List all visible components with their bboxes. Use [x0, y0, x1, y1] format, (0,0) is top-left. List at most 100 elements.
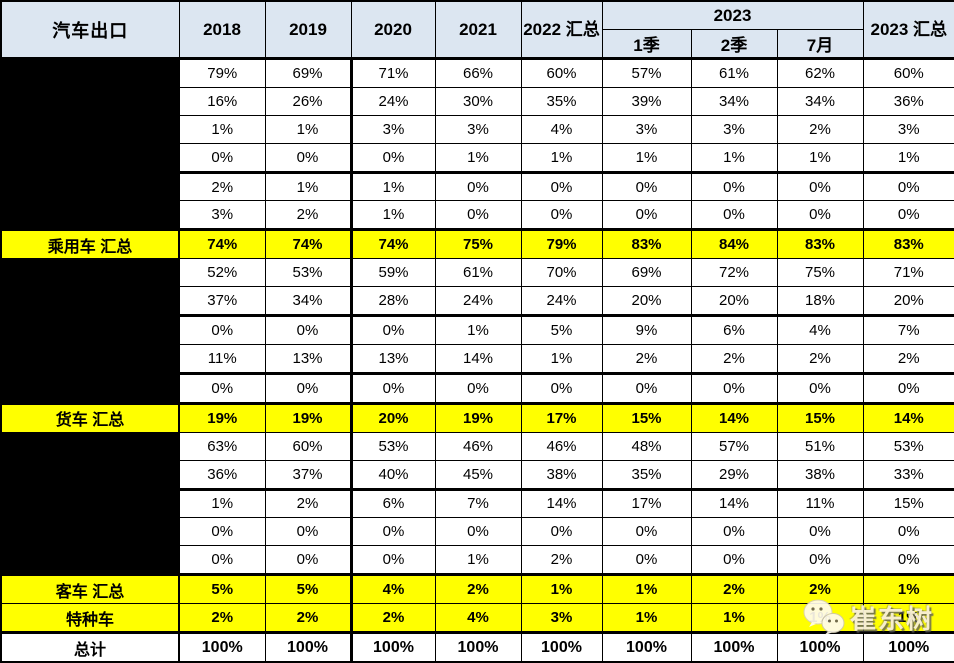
value-cell: 13% — [350, 343, 436, 375]
value-cell: 83% — [862, 229, 954, 260]
value-cell: 83% — [601, 229, 692, 260]
table-row: 2% 1% 1% 0% 0% 0% 0% 0% 0% — [0, 171, 954, 202]
value-cell: 46% — [434, 431, 522, 461]
value-cell: 83% — [776, 229, 864, 260]
value-cell: 70% — [520, 258, 603, 288]
table-title-cell: 汽车出口 — [0, 0, 180, 59]
row-label-redacted — [0, 545, 180, 577]
value-cell: 0% — [264, 142, 353, 174]
value-cell: 1% — [601, 142, 692, 174]
value-cell: 0% — [601, 171, 692, 202]
value-cell: 7% — [434, 488, 522, 519]
value-cell: 14% — [520, 488, 603, 519]
value-cell: 1% — [862, 603, 954, 634]
value-cell: 61% — [690, 57, 778, 88]
value-cell: 0% — [776, 200, 864, 232]
value-cell: 0% — [350, 142, 436, 174]
value-cell: 18% — [776, 286, 864, 318]
value-cell: 100% — [690, 632, 778, 663]
value-cell: 7% — [862, 315, 954, 345]
value-cell: 28% — [350, 286, 436, 318]
value-cell: 2% — [434, 574, 522, 605]
value-cell: 1% — [601, 574, 692, 605]
value-cell: 3% — [601, 114, 692, 144]
value-cell: 1% — [434, 315, 522, 345]
value-cell: 24% — [520, 286, 603, 318]
row-label: 货车 汇总 — [0, 402, 180, 433]
value-cell: 100% — [776, 632, 864, 663]
table-row: 11% 13% 13% 14% 1% 2% 2% 2% 2% — [0, 343, 954, 375]
value-cell: 2% — [264, 200, 353, 232]
value-cell: 0% — [690, 372, 778, 405]
value-cell: 2% — [690, 343, 778, 375]
value-cell: 0% — [264, 315, 353, 345]
value-cell: 34% — [776, 86, 864, 116]
value-cell: 3% — [862, 114, 954, 144]
value-cell: 20% — [601, 286, 692, 318]
value-cell: 75% — [776, 258, 864, 288]
value-cell: 14% — [862, 402, 954, 433]
value-cell: 100% — [520, 632, 603, 663]
value-cell: 74% — [350, 229, 436, 260]
col-header-2022-total: 2022 汇总 — [520, 0, 603, 59]
table-row: 客车 汇总 5% 5% 4% 2% 1% 1% 2% 2% 1% — [0, 574, 954, 605]
value-cell: 46% — [520, 431, 603, 461]
value-cell: 2% — [178, 171, 266, 202]
value-cell: 38% — [776, 459, 864, 491]
value-cell: 19% — [434, 402, 522, 433]
value-cell: 1% — [601, 603, 692, 634]
value-cell: 14% — [690, 402, 778, 433]
value-cell: 0% — [350, 545, 436, 577]
row-label-redacted — [0, 258, 180, 288]
row-label-redacted — [0, 200, 180, 232]
value-cell: 2% — [776, 574, 864, 605]
value-cell: 79% — [178, 57, 266, 88]
value-cell: 1% — [862, 574, 954, 605]
value-cell: 100% — [178, 632, 266, 663]
value-cell: 0% — [178, 142, 266, 174]
value-cell: 0% — [520, 171, 603, 202]
value-cell: 0% — [776, 545, 864, 577]
row-label-redacted — [0, 343, 180, 375]
table-row: 0% 0% 0% 1% 1% 1% 1% 1% 1% — [0, 142, 954, 174]
value-cell: 1% — [776, 603, 864, 634]
value-cell: 35% — [520, 86, 603, 116]
row-label-redacted — [0, 142, 180, 174]
table-row: 0% 0% 0% 1% 5% 9% 6% 4% 7% — [0, 315, 954, 345]
value-cell: 45% — [434, 459, 522, 491]
col-header-2023-q2: 2季 — [690, 29, 778, 59]
value-cell: 0% — [601, 517, 692, 547]
value-cell: 3% — [350, 114, 436, 144]
value-cell: 71% — [862, 258, 954, 288]
value-cell: 9% — [601, 315, 692, 345]
value-cell: 13% — [264, 343, 353, 375]
value-cell: 20% — [690, 286, 778, 318]
value-cell: 29% — [690, 459, 778, 491]
value-cell: 51% — [776, 431, 864, 461]
value-cell: 1% — [178, 114, 266, 144]
value-cell: 2% — [264, 488, 353, 519]
value-cell: 5% — [178, 574, 266, 605]
table-row: 总计 100% 100% 100% 100% 100% 100% 100% 100% 100% — [0, 632, 954, 663]
value-cell: 0% — [520, 517, 603, 547]
row-label: 乘用车 汇总 — [0, 229, 180, 260]
value-cell: 19% — [264, 402, 353, 433]
value-cell: 0% — [601, 545, 692, 577]
value-cell: 0% — [862, 517, 954, 547]
value-cell: 0% — [434, 372, 522, 405]
value-cell: 1% — [350, 200, 436, 232]
value-cell: 35% — [601, 459, 692, 491]
value-cell: 63% — [178, 431, 266, 461]
value-cell: 0% — [862, 200, 954, 232]
value-cell: 2% — [862, 343, 954, 375]
table-row: 52% 53% 59% 61% 70% 69% 72% 75% 71% — [0, 258, 954, 288]
value-cell: 5% — [264, 574, 353, 605]
value-cell: 36% — [862, 86, 954, 116]
value-cell: 5% — [520, 315, 603, 345]
table-row: 1% 1% 3% 3% 4% 3% 3% 2% 3% — [0, 114, 954, 144]
table-row: 0% 0% 0% 0% 0% 0% 0% 0% 0% — [0, 372, 954, 405]
table-row: 37% 34% 28% 24% 24% 20% 20% 18% 20% — [0, 286, 954, 318]
value-cell: 1% — [520, 142, 603, 174]
